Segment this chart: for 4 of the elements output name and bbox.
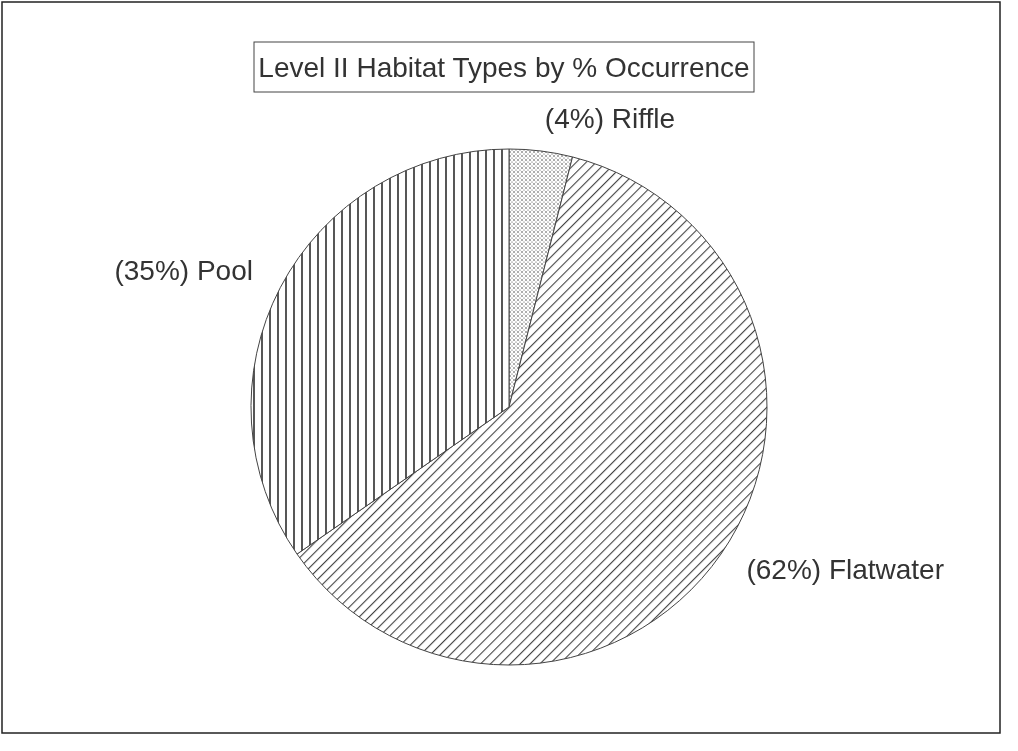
slice-label: (4%) Riffle (544, 102, 676, 134)
slice-label: (62%) Flatwater (746, 554, 945, 586)
chart-title: Level II Habitat Types by % Occurrence (258, 52, 750, 83)
slice-label: (35%) Pool (114, 255, 253, 287)
